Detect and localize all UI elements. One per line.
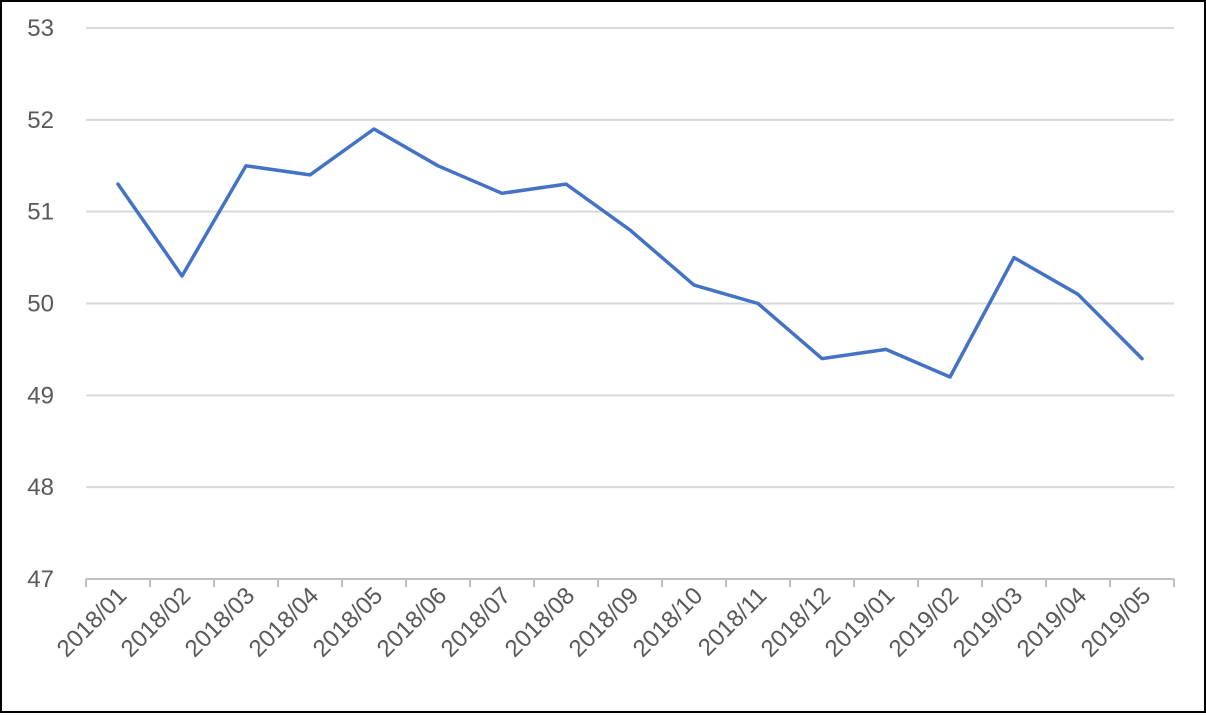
y-tick-label: 49 [27,382,54,409]
y-tick-label: 50 [27,291,54,318]
x-tick-label: 2018/06 [372,582,452,662]
x-tick-label: 2018/03 [180,582,260,662]
x-tick-label: 2019/05 [1076,582,1156,662]
x-tick-label: 2018/02 [116,582,196,662]
x-tick-label: 2018/04 [244,582,324,662]
x-axis-tick-labels: 2018/012018/022018/032018/042018/052018/… [52,582,1156,662]
x-tick-label: 2018/10 [628,582,708,662]
x-tick-label: 2018/12 [756,582,836,662]
x-tick-label: 2019/03 [948,582,1028,662]
x-tick-label: 2019/02 [884,582,964,662]
series-line-0 [116,127,1144,379]
y-tick-label: 52 [27,107,54,134]
x-tick-label: 2019/04 [1012,582,1092,662]
x-tick-label: 2018/08 [500,582,580,662]
x-tick-label: 2019/01 [820,582,900,662]
y-tick-label: 47 [27,566,54,593]
x-tick-label: 2018/09 [564,582,644,662]
series-layer [116,127,1144,379]
y-tick-label: 51 [27,199,54,226]
y-axis-tick-labels: 47 48 49 50 51 52 53 [27,15,54,593]
x-tick-label: 2018/01 [52,582,132,662]
gridlines [86,27,1174,489]
x-tick-label: 2018/07 [436,582,516,662]
y-tick-label: 48 [27,474,54,501]
x-tick-label: 2018/05 [308,582,388,662]
x-axis [85,578,1175,587]
y-tick-label: 53 [27,15,54,42]
